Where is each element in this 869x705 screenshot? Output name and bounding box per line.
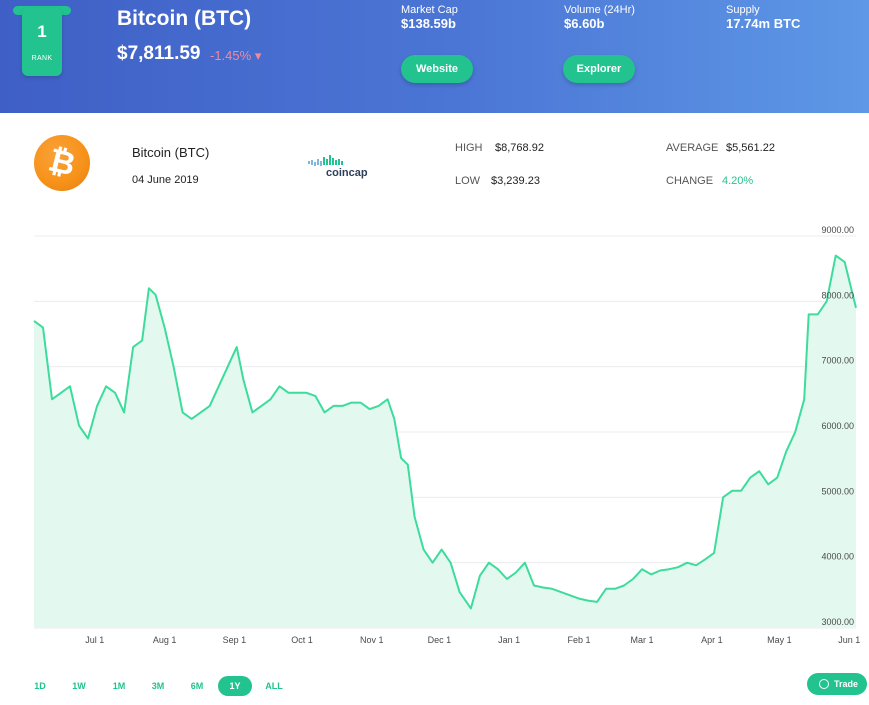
stat-label: Supply bbox=[726, 4, 760, 16]
stat-value: $138.59b bbox=[401, 16, 456, 31]
x-tick-label: Mar 1 bbox=[631, 635, 654, 645]
x-tick-label: Jul 1 bbox=[85, 635, 104, 645]
explorer-button[interactable]: Explorer bbox=[563, 55, 635, 83]
bitcoin-symbol: ₿ bbox=[45, 141, 80, 183]
website-button[interactable]: Website bbox=[401, 55, 473, 83]
change-label: CHANGE bbox=[666, 175, 714, 187]
price-change: -1.45% ▾ bbox=[210, 48, 261, 64]
range-all-button[interactable]: ALL bbox=[265, 681, 283, 691]
trade-icon bbox=[819, 679, 829, 689]
rank-badge: 1 RANK bbox=[22, 8, 62, 76]
price-area-fill bbox=[34, 255, 856, 628]
info-coin-name: Bitcoin (BTC) bbox=[132, 145, 210, 160]
rank-number: 1 bbox=[37, 22, 47, 41]
coincap-logo: coincap bbox=[308, 155, 378, 183]
rank-label: RANK bbox=[31, 55, 53, 62]
trade-label: Trade bbox=[834, 679, 859, 689]
y-tick-label: 8000.00 bbox=[821, 290, 854, 300]
price-line bbox=[33, 254, 857, 610]
caret-down-icon: ▾ bbox=[254, 48, 262, 63]
x-tick-label: Apr 1 bbox=[701, 635, 723, 645]
coincap-wordmark: coincap bbox=[326, 167, 368, 179]
y-tick-label: 5000.00 bbox=[821, 486, 854, 496]
stat-supply: Supply 17.74m BTC bbox=[726, 4, 800, 31]
y-tick-label: 6000.00 bbox=[821, 421, 854, 431]
y-tick-label: 7000.00 bbox=[821, 356, 854, 366]
range-1m-button[interactable]: 1M bbox=[112, 681, 126, 691]
price-chart[interactable]: 3000.00 4000.00 5000.00 6000.00 7000.00 8000.… bbox=[0, 220, 869, 650]
x-tick-label: May 1 bbox=[767, 635, 792, 645]
range-1y-button[interactable]: 1Y bbox=[218, 676, 252, 696]
x-tick-label: Feb 1 bbox=[567, 635, 590, 645]
x-tick-label: Dec 1 bbox=[428, 635, 452, 645]
coin-title: Bitcoin (BTC) bbox=[117, 7, 252, 30]
x-tick-label: Nov 1 bbox=[360, 635, 384, 645]
x-tick-label: Oct 1 bbox=[291, 635, 313, 645]
x-tick-label: Jan 1 bbox=[498, 635, 520, 645]
y-tick-label: 9000.00 bbox=[821, 225, 854, 235]
y-axis-labels: 3000.00 4000.00 5000.00 6000.00 7000.00 8000.… bbox=[821, 225, 854, 627]
high-value: $8,768.92 bbox=[495, 142, 544, 154]
change-value: 4.20% bbox=[722, 175, 754, 187]
coin-header: 1 RANK Bitcoin (BTC) $7,811.59 -1.45% ▾ … bbox=[0, 0, 869, 113]
low-label: LOW bbox=[455, 175, 481, 187]
bitcoin-logo-icon: ₿ bbox=[34, 135, 90, 191]
average-value: $5,561.22 bbox=[726, 142, 775, 154]
x-tick-label: Aug 1 bbox=[153, 635, 177, 645]
stat-value: 17.74m BTC bbox=[726, 16, 801, 31]
range-6m-button[interactable]: 6M bbox=[190, 681, 204, 691]
x-tick-label: Sep 1 bbox=[223, 635, 247, 645]
range-1d-button[interactable]: 1D bbox=[34, 681, 46, 691]
stat-market-cap: Market Cap $138.59b bbox=[401, 4, 458, 31]
range-1w-button[interactable]: 1W bbox=[72, 681, 86, 691]
range-3m-button[interactable]: 3M bbox=[151, 681, 165, 691]
price-change-value: -1.45% bbox=[210, 48, 252, 63]
stat-volume: Volume (24Hr) $6.60b bbox=[564, 4, 635, 31]
y-tick-label: 4000.00 bbox=[821, 552, 854, 562]
x-axis-labels: Jul 1 Aug 1 Sep 1 Oct 1 Nov 1 Dec 1 Jan 1 Feb 1… bbox=[85, 635, 860, 645]
y-tick-label: 3000.00 bbox=[821, 617, 854, 627]
stat-label: Volume (24Hr) bbox=[564, 4, 635, 16]
coin-price: $7,811.59 bbox=[117, 43, 201, 64]
low-value: $3,239.23 bbox=[491, 175, 540, 187]
stat-label: Market Cap bbox=[401, 4, 458, 16]
high-label: HIGH bbox=[455, 142, 483, 154]
trade-button[interactable]: Trade bbox=[807, 673, 867, 695]
chart-area bbox=[33, 254, 857, 628]
average-label: AVERAGE bbox=[666, 142, 719, 154]
stat-value: $6.60b bbox=[564, 16, 605, 31]
x-tick-label: Jun 1 bbox=[838, 635, 860, 645]
info-date: 04 June 2019 bbox=[132, 174, 199, 186]
coincap-bars-icon bbox=[308, 155, 343, 166]
